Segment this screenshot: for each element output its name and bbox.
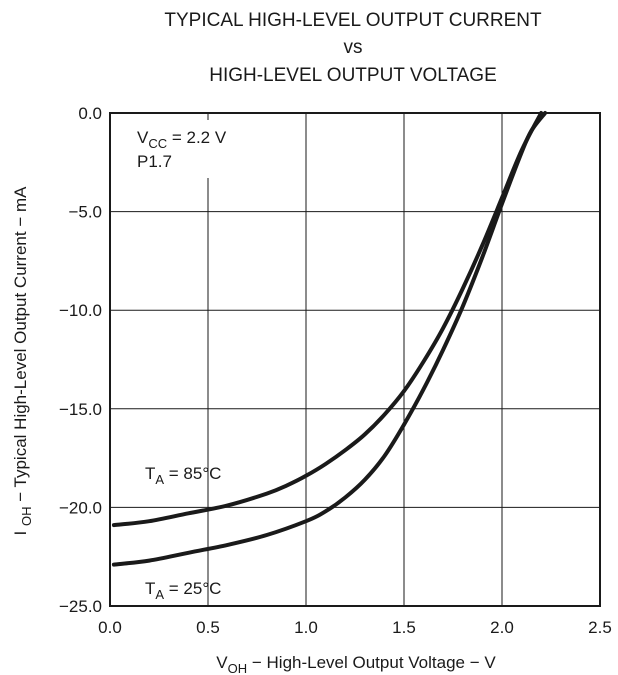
- title-line-1: TYPICAL HIGH-LEVEL OUTPUT CURRENT: [164, 10, 542, 31]
- y-tick-labels: 0.0 −5.0 −10.0 −15.0 −20.0 −25.0: [59, 104, 102, 616]
- plot-frame: [109, 112, 601, 607]
- title-line-3: HIGH-LEVEL OUTPUT VOLTAGE: [209, 65, 497, 86]
- y-tick-label: −25.0: [59, 597, 102, 616]
- x-tick-label: 2.0: [490, 618, 514, 637]
- y-tick-label: −10.0: [59, 301, 102, 320]
- annotation-background: [133, 120, 251, 178]
- pin-annotation: P1.7: [137, 152, 172, 171]
- y-axis-label: I OH − Typical High-Level Output Current…: [11, 186, 34, 536]
- title-line-2: vs: [344, 37, 363, 58]
- y-tick-label: −5.0: [68, 203, 102, 222]
- chart-title: TYPICAL HIGH-LEVEL OUTPUT CURRENT vs HIG…: [164, 10, 542, 86]
- series-label-25c: TA = 25°C: [145, 579, 221, 602]
- series-lines: [111, 111, 548, 567]
- y-tick-label: −20.0: [59, 498, 102, 517]
- x-tick-label: 1.5: [392, 618, 416, 637]
- y-tick-label: 0.0: [78, 104, 102, 123]
- x-tick-label: 2.5: [588, 618, 612, 637]
- x-tick-label: 1.0: [294, 618, 318, 637]
- y-tick-label: −15.0: [59, 400, 102, 419]
- series-label-85c: TA = 85°C: [145, 464, 221, 487]
- series-line-85c: [111, 111, 544, 528]
- x-axis-label: VOH − High-Level Output Voltage − V: [216, 653, 496, 675]
- vcc-annotation: VCC = 2.2 V: [137, 128, 227, 151]
- series-line-25c: [111, 111, 548, 567]
- x-tick-labels: 0.0 0.5 1.0 1.5 2.0 2.5: [98, 618, 612, 637]
- grid: [110, 113, 600, 606]
- x-tick-label: 0.5: [196, 618, 220, 637]
- x-tick-label: 0.0: [98, 618, 122, 637]
